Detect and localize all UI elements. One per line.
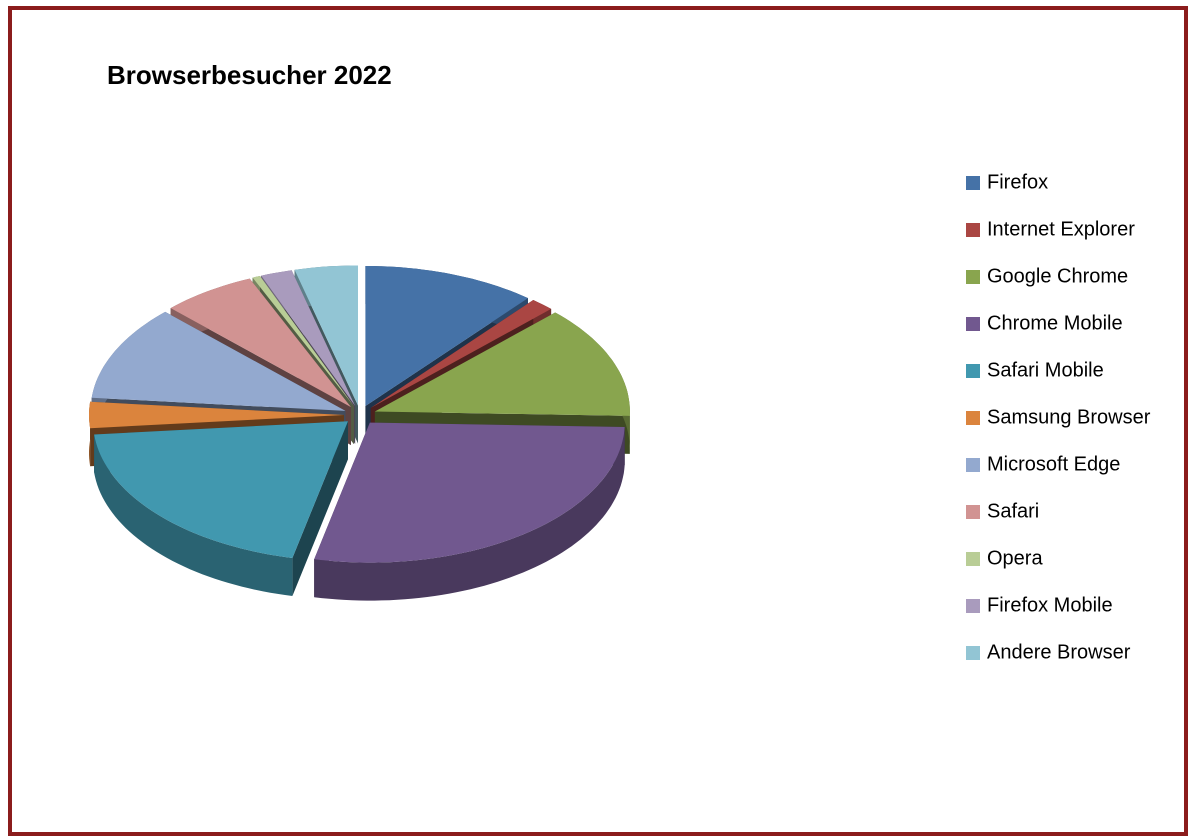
- slice: [314, 422, 625, 563]
- legend-text: Opera: [987, 547, 1043, 569]
- legend-text: Firefox: [987, 171, 1048, 193]
- legend-text: Internet Explorer: [987, 218, 1135, 240]
- legend-swatch: [966, 458, 980, 472]
- legend-text: Safari: [987, 500, 1039, 522]
- legend-swatch: [966, 552, 980, 566]
- legend-swatch: [966, 317, 980, 331]
- legend-text: Chrome Mobile: [987, 312, 1123, 334]
- slice: [370, 300, 552, 408]
- legend-text: Samsung Browser: [987, 406, 1151, 428]
- legend-swatch: [966, 364, 980, 378]
- legend-swatch: [966, 176, 980, 190]
- legend-text: Microsoft Edge: [987, 453, 1120, 475]
- slice: [89, 401, 344, 429]
- legend-text: Safari Mobile: [987, 359, 1104, 381]
- slice: [294, 265, 358, 406]
- legend-text: Google Chrome: [987, 265, 1128, 287]
- legend-text: Firefox Mobile: [987, 594, 1113, 616]
- legend-swatch: [966, 411, 980, 425]
- slice-side: [314, 427, 625, 601]
- slice-side: [94, 434, 293, 596]
- slice: [94, 421, 348, 558]
- legend-swatch: [966, 270, 980, 284]
- slice-wall: [292, 421, 348, 596]
- slice: [374, 312, 630, 416]
- legend-swatch: [966, 599, 980, 613]
- chart-title: Browserbesucher 2022: [107, 60, 392, 90]
- legend-text: Andere Browser: [987, 641, 1131, 663]
- slice: [91, 311, 346, 411]
- legend-swatch: [966, 646, 980, 660]
- slice: [261, 270, 356, 406]
- slice: [170, 278, 351, 408]
- slice: [365, 266, 528, 406]
- slice: [252, 276, 354, 407]
- legend-swatch: [966, 505, 980, 519]
- legend-swatch: [966, 223, 980, 237]
